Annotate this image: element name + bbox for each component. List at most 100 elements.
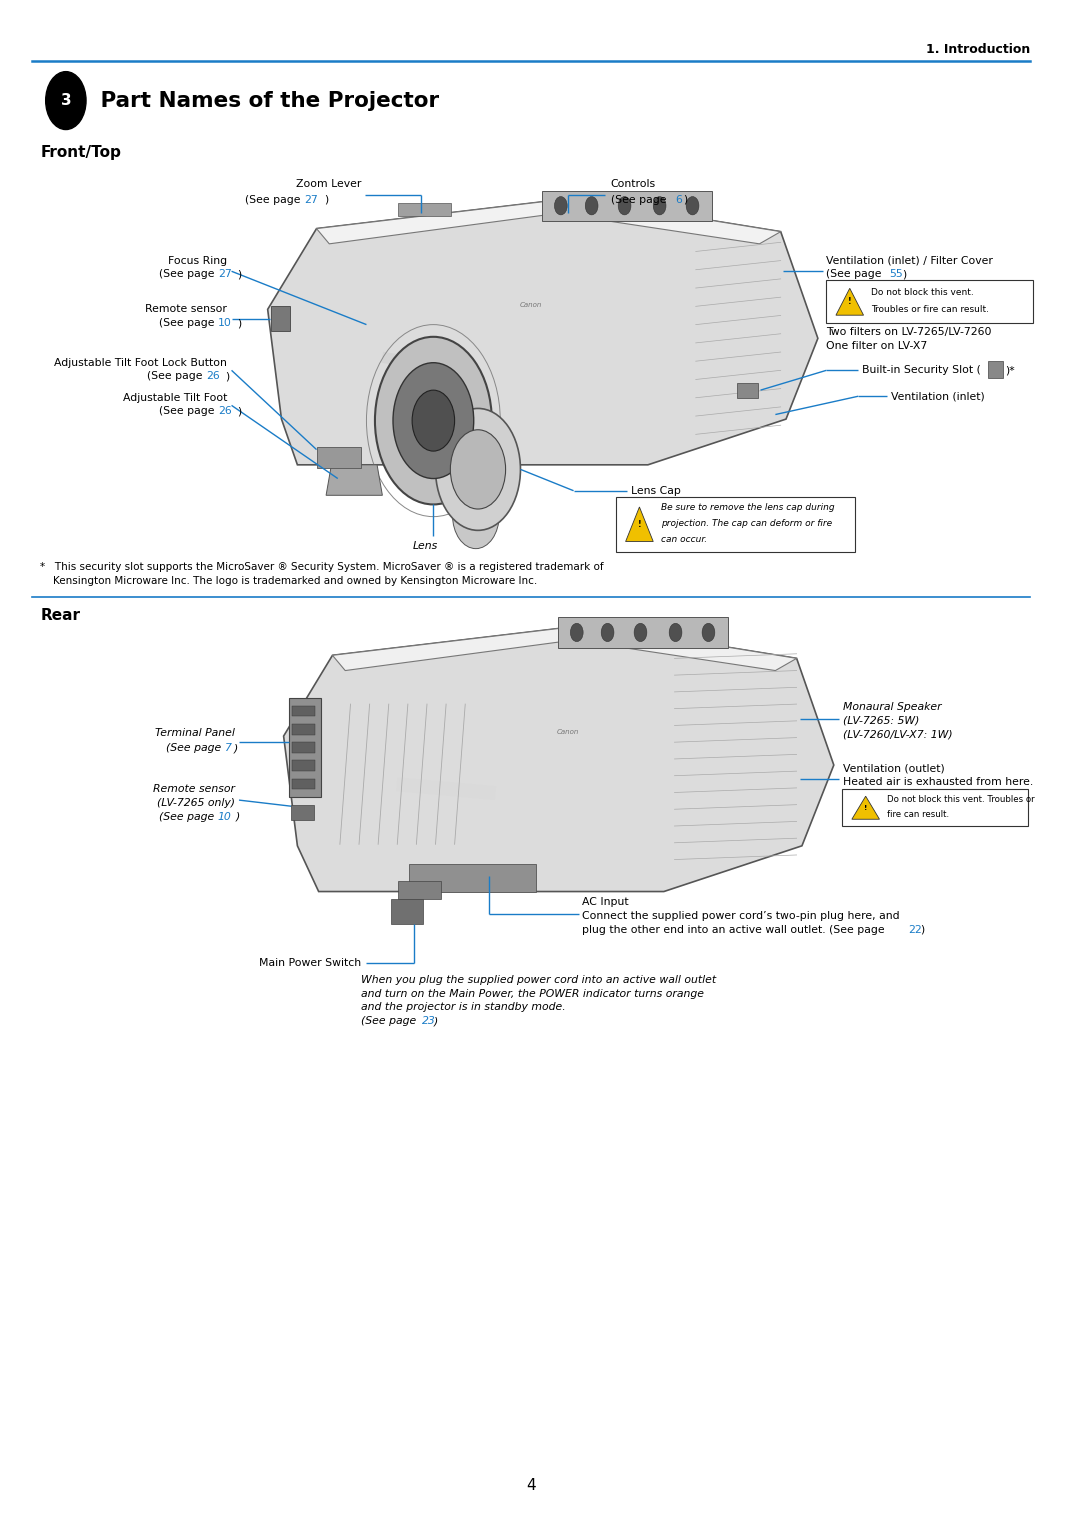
Circle shape — [435, 408, 521, 530]
Text: 4: 4 — [526, 1478, 536, 1494]
Text: ): ) — [920, 925, 924, 934]
Text: (See page: (See page — [611, 195, 670, 204]
Text: Kensington Microware Inc. The logo is trademarked and owned by Kensington Microw: Kensington Microware Inc. The logo is tr… — [40, 576, 538, 585]
Text: 10: 10 — [218, 319, 231, 328]
Text: can occur.: can occur. — [661, 535, 706, 544]
Polygon shape — [852, 796, 879, 820]
Text: 6: 6 — [676, 195, 683, 204]
Text: Terminal Panel: Terminal Panel — [154, 728, 234, 738]
Circle shape — [45, 72, 86, 130]
Text: Main Power Switch: Main Power Switch — [259, 959, 361, 968]
Text: Canon: Canon — [519, 302, 542, 308]
Text: 27: 27 — [303, 195, 318, 204]
Text: (See page: (See page — [159, 319, 218, 328]
Text: Focus Ring: Focus Ring — [168, 256, 227, 265]
Text: ): ) — [237, 407, 241, 416]
Text: and the projector is in standby mode.: and the projector is in standby mode. — [361, 1003, 566, 1012]
Text: Troubles or fire can result.: Troubles or fire can result. — [870, 305, 989, 314]
Text: (LV-7260/LV-X7: 1W): (LV-7260/LV-X7: 1W) — [843, 730, 953, 739]
Text: *   This security slot supports the MicroSaver ® Security System. MicroSaver ® i: * This security slot supports the MicroS… — [40, 562, 604, 572]
Bar — [292, 706, 315, 716]
Polygon shape — [625, 507, 653, 541]
Circle shape — [618, 197, 631, 215]
Text: 55: 55 — [889, 270, 903, 279]
Text: 26: 26 — [218, 407, 231, 416]
Text: Connect the supplied power cord’s two-pin plug here, and: Connect the supplied power cord’s two-pi… — [582, 911, 900, 920]
Text: ): ) — [324, 195, 328, 204]
Text: Ventilation (inlet): Ventilation (inlet) — [891, 392, 985, 401]
Bar — [557, 617, 728, 648]
Polygon shape — [268, 198, 818, 465]
Text: When you plug the supplied power cord into an active wall outlet: When you plug the supplied power cord in… — [361, 975, 716, 985]
Text: (LV-7265 only): (LV-7265 only) — [157, 799, 234, 808]
Text: (See page: (See page — [826, 270, 886, 279]
Text: (See page: (See page — [361, 1017, 420, 1026]
Text: !: ! — [864, 805, 867, 811]
Bar — [316, 447, 361, 468]
Text: (See page: (See page — [147, 372, 206, 381]
Bar — [391, 899, 422, 924]
Text: (See page: (See page — [159, 812, 218, 821]
Text: 10: 10 — [218, 812, 231, 821]
Text: (LV-7265: 5W): (LV-7265: 5W) — [843, 716, 920, 725]
Text: ): ) — [902, 270, 906, 279]
Text: !: ! — [637, 520, 642, 529]
Text: ): ) — [683, 195, 687, 204]
Text: (See page: (See page — [245, 195, 303, 204]
Circle shape — [393, 363, 474, 479]
Text: and turn on the Main Power, the POWER indicator turns orange: and turn on the Main Power, the POWER in… — [361, 989, 704, 998]
Bar — [738, 383, 758, 398]
Text: Be sure to remove the lens cap during: Be sure to remove the lens cap during — [661, 503, 834, 512]
Text: (See page: (See page — [159, 270, 218, 279]
Text: Adjustable Tilt Foot: Adjustable Tilt Foot — [123, 393, 227, 402]
Circle shape — [602, 623, 613, 642]
Polygon shape — [836, 288, 864, 315]
Bar — [292, 779, 315, 789]
Text: Monaural Speaker: Monaural Speaker — [843, 703, 942, 712]
Polygon shape — [326, 465, 382, 495]
Circle shape — [585, 197, 598, 215]
Circle shape — [375, 337, 491, 504]
Bar — [399, 881, 441, 899]
Text: Heated air is exhausted from here.: Heated air is exhausted from here. — [843, 777, 1034, 786]
Bar — [988, 361, 1002, 378]
Circle shape — [653, 197, 666, 215]
Circle shape — [570, 623, 583, 642]
Text: Zoom Lever: Zoom Lever — [296, 180, 361, 189]
Text: fire can result.: fire can result. — [887, 809, 949, 818]
Circle shape — [453, 482, 499, 549]
Text: (See page: (See page — [159, 407, 218, 416]
Text: Do not block this vent. Troubles or: Do not block this vent. Troubles or — [887, 796, 1035, 805]
Bar — [826, 280, 1034, 323]
Bar — [291, 805, 314, 820]
Bar — [292, 760, 315, 771]
Bar — [616, 497, 855, 552]
Circle shape — [634, 623, 647, 642]
Text: !: ! — [848, 297, 851, 306]
Bar — [542, 190, 712, 221]
Bar — [289, 698, 321, 797]
Bar — [399, 203, 451, 216]
Bar — [842, 789, 1028, 826]
Text: ): ) — [237, 319, 241, 328]
Text: One filter on LV-X7: One filter on LV-X7 — [826, 341, 928, 351]
Text: )*: )* — [1004, 366, 1014, 375]
Bar — [292, 742, 315, 753]
Text: Controls: Controls — [611, 180, 656, 189]
Circle shape — [450, 430, 505, 509]
Text: Ventilation (inlet) / Filter Cover: Ventilation (inlet) / Filter Cover — [826, 256, 994, 265]
Text: 27: 27 — [218, 270, 231, 279]
Text: AC Input: AC Input — [582, 898, 629, 907]
Polygon shape — [316, 198, 781, 244]
Text: ): ) — [237, 270, 241, 279]
Text: Two filters on LV-7265/LV-7260: Two filters on LV-7265/LV-7260 — [826, 328, 991, 337]
Circle shape — [702, 623, 715, 642]
Text: Adjustable Tilt Foot Lock Button: Adjustable Tilt Foot Lock Button — [54, 358, 227, 367]
Text: 23: 23 — [421, 1017, 435, 1026]
Text: Built-in Security Slot (: Built-in Security Slot ( — [863, 366, 982, 375]
Text: Part Names of the Projector: Part Names of the Projector — [94, 90, 440, 111]
Text: ): ) — [233, 744, 238, 753]
Text: ): ) — [433, 1017, 437, 1026]
Text: Rear: Rear — [40, 608, 80, 623]
Circle shape — [686, 197, 699, 215]
